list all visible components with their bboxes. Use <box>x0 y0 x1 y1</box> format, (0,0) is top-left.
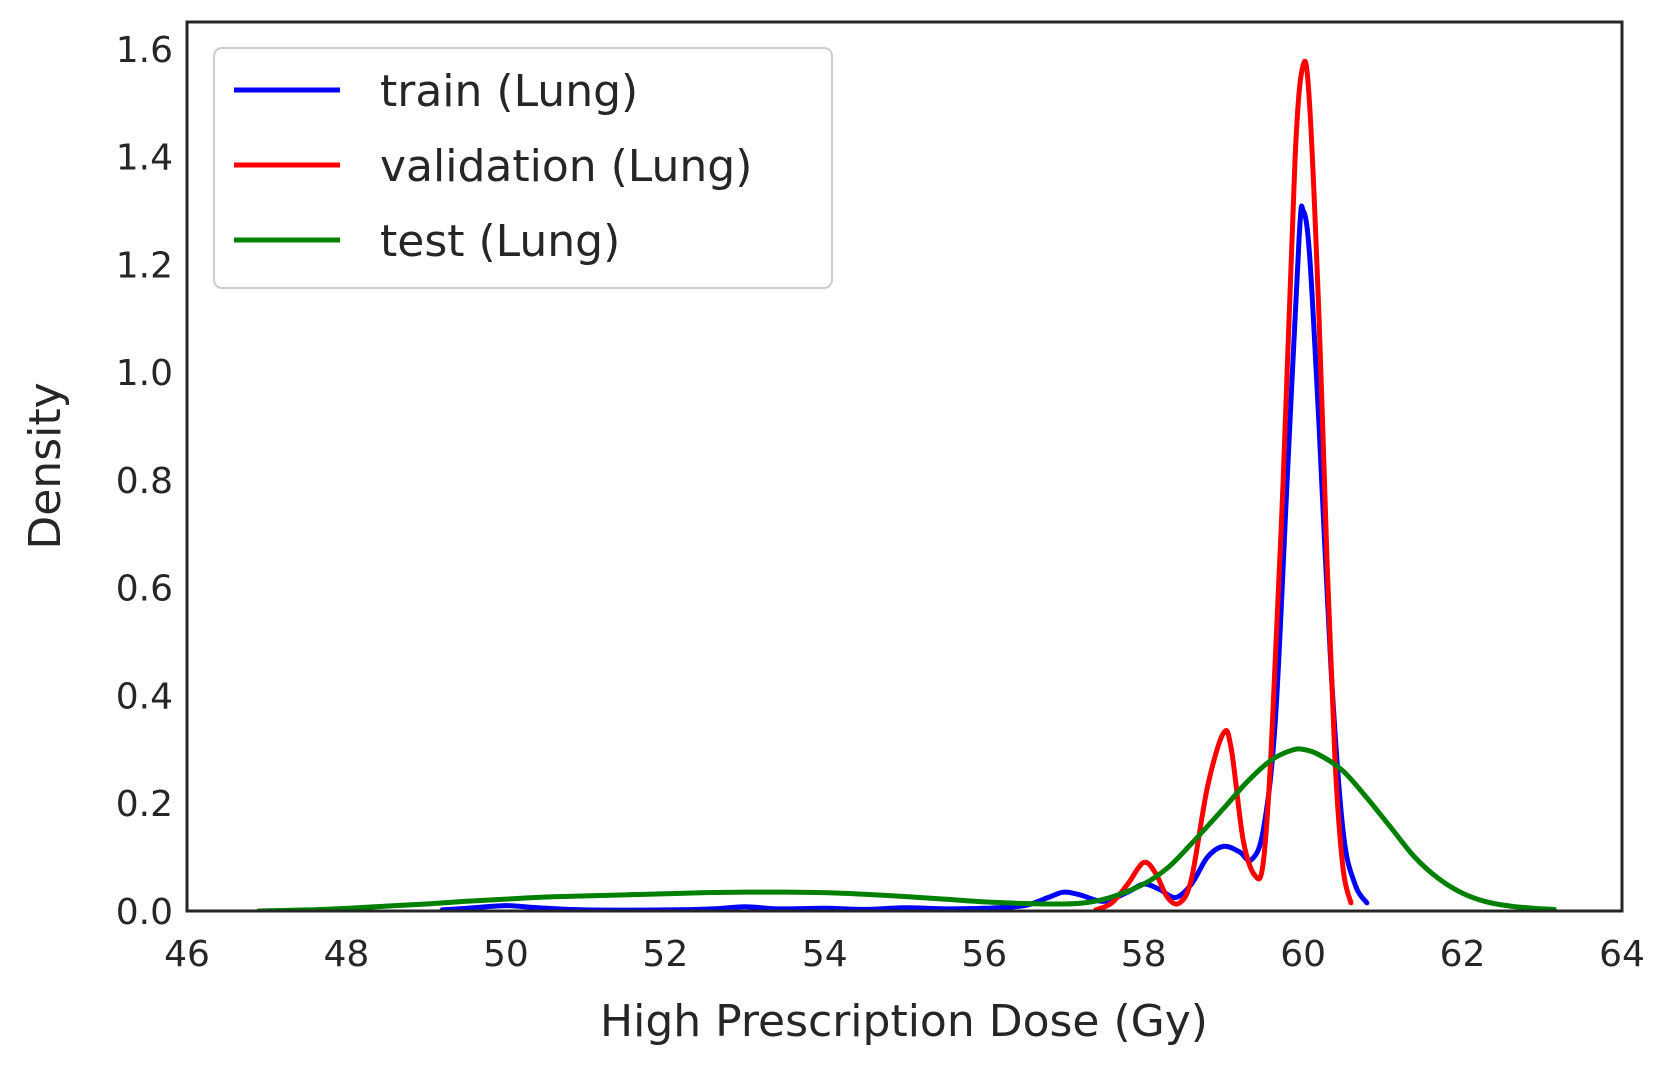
x-tick-label: 50 <box>483 934 529 975</box>
legend: train (Lung) validation (Lung) test (Lung) <box>213 47 833 289</box>
legend-label: train (Lung) <box>380 66 638 117</box>
y-tick-label: 1.2 <box>116 245 173 286</box>
y-tick-label: 0.4 <box>116 676 173 717</box>
series-line-train <box>439 203 1370 911</box>
x-tick-label: 48 <box>324 934 370 975</box>
x-axis-label: High Prescription Dose (Gy) <box>600 996 1208 1047</box>
y-tick-label: 1.4 <box>116 138 173 179</box>
x-tick-label: 64 <box>1599 934 1645 975</box>
series-line-validation <box>1093 58 1354 911</box>
legend-label: validation (Lung) <box>380 141 752 192</box>
legend-box <box>213 47 833 289</box>
y-axis-label: Density <box>20 382 71 549</box>
y-tick-label: 0.2 <box>116 784 173 825</box>
y-tick-label: 0.6 <box>116 569 173 610</box>
y-tick-label: 1.0 <box>116 353 173 394</box>
y-tick-labels: 0.0 0.2 0.4 0.6 0.8 1.0 1.2 1.4 1.6 <box>116 30 173 933</box>
plot-frame <box>185 20 1624 913</box>
legend-entries: train (Lung) validation (Lung) test (Lung) <box>234 66 752 267</box>
x-tick-label: 46 <box>164 934 210 975</box>
x-tick-label: 62 <box>1440 934 1486 975</box>
x-tick-label: 52 <box>642 934 688 975</box>
legend-label: test (Lung) <box>380 216 620 267</box>
y-tick-label: 0.0 <box>116 892 173 933</box>
x-tick-label: 58 <box>1121 934 1167 975</box>
x-tick-labels: 46 48 50 52 54 56 58 60 62 64 <box>164 934 1645 975</box>
series-line-test <box>256 746 1557 911</box>
series-layer <box>256 58 1557 911</box>
x-tick-label: 54 <box>802 934 848 975</box>
x-tick-label: 56 <box>961 934 1007 975</box>
y-tick-label: 1.6 <box>116 30 173 71</box>
y-tick-label: 0.8 <box>116 461 173 502</box>
x-tick-label: 60 <box>1280 934 1326 975</box>
